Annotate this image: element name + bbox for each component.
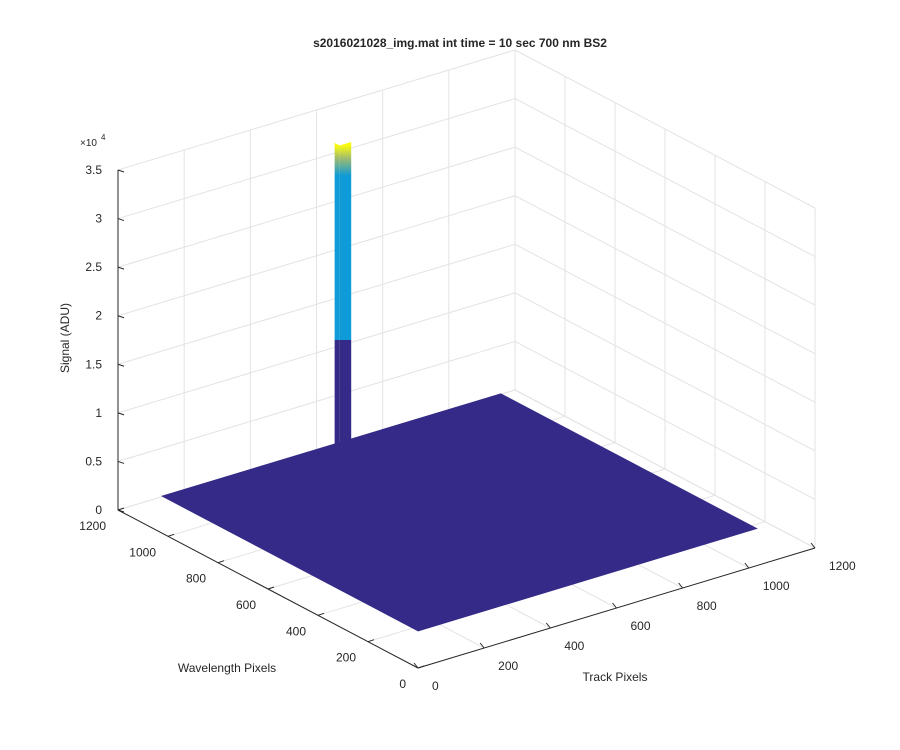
x-tick	[678, 582, 684, 589]
z-tick-label: 1	[95, 406, 102, 420]
z-tick	[117, 460, 125, 464]
chart-title: s2016021028_img.mat int time = 10 sec 70…	[313, 36, 607, 50]
grid-line	[514, 292, 816, 452]
z-tick	[117, 218, 125, 222]
y-axis-label: Wavelength Pixels	[178, 661, 276, 675]
y-tick-label: 1000	[129, 545, 156, 559]
x-axis-label: Track Pixels	[583, 670, 648, 684]
y-tick	[367, 639, 375, 643]
grid-line	[514, 49, 816, 209]
x-tick-label: 1000	[763, 579, 790, 593]
x-tick-label: 1200	[829, 559, 856, 573]
z-tick-label: 2.5	[85, 260, 102, 274]
y-tick-label: 1200	[79, 519, 106, 533]
x-tick-label: 400	[564, 639, 584, 653]
y-tick	[217, 560, 225, 564]
x-tick	[810, 542, 816, 549]
x-tick-label: 800	[697, 599, 717, 613]
y-tick	[317, 612, 325, 616]
z-tick-label: 3	[95, 212, 102, 226]
surface-floor	[161, 393, 758, 632]
grid-line	[514, 389, 816, 549]
grid-line	[117, 195, 516, 317]
y-tick-label: 0	[399, 677, 406, 691]
grid-line	[514, 98, 816, 258]
z-tick-label: 0	[95, 503, 102, 517]
z-tick-label: 2	[95, 309, 102, 323]
x-tick	[612, 602, 617, 609]
y-tick-label: 800	[186, 572, 206, 586]
y-tick	[117, 507, 125, 511]
x-tick	[413, 662, 419, 669]
x-tick-label: 600	[631, 619, 651, 633]
grid-line	[117, 49, 516, 171]
z-tick-label: 3.5	[85, 163, 102, 177]
z-tick	[117, 363, 125, 367]
y-tick-label: 400	[286, 624, 306, 638]
grid-line	[514, 340, 816, 500]
grid-line	[117, 243, 516, 365]
y-tick-label: 200	[336, 651, 356, 665]
grid-line	[117, 98, 516, 220]
z-tick	[117, 266, 125, 270]
y-tick	[167, 533, 175, 537]
grid-line	[514, 195, 816, 355]
surface-peak	[339, 141, 352, 449]
z-exponent-base: ×10	[80, 138, 97, 149]
x-tick-label: 200	[498, 659, 518, 673]
y-tick	[417, 665, 425, 669]
z-tick	[117, 412, 125, 416]
x-tick-label: 0	[432, 679, 439, 693]
surface-peak	[334, 142, 340, 449]
grid-line	[117, 340, 516, 462]
grid-line	[514, 243, 816, 403]
y-tick-label: 600	[236, 598, 256, 612]
z-tick-label: 0.5	[85, 454, 102, 468]
z-tick	[117, 315, 125, 319]
x-tick	[479, 642, 485, 649]
y-tick	[267, 586, 275, 590]
grid-line	[117, 146, 516, 268]
x-tick	[545, 622, 551, 629]
z-axis-label: Signal (ADU)	[58, 303, 72, 373]
z-tick-label: 1.5	[85, 357, 102, 371]
z-tick	[117, 169, 125, 173]
z-tick	[117, 509, 125, 513]
x-tick	[744, 562, 750, 569]
z-exponent-power: 4	[101, 133, 106, 142]
grid-line	[514, 146, 816, 306]
grid-line	[117, 292, 516, 414]
